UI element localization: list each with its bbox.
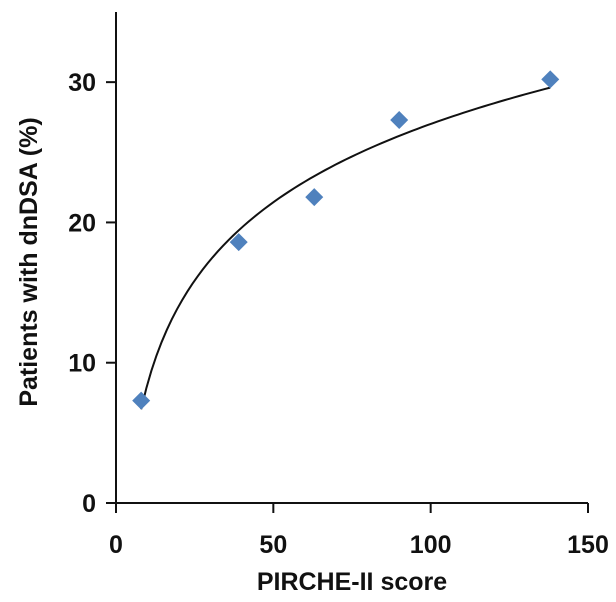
x-tick-label: 150 xyxy=(567,531,609,559)
y-tick-label: 20 xyxy=(68,209,96,237)
data-point-diamond xyxy=(541,70,560,89)
data-points xyxy=(132,70,560,410)
y-tick-label: 10 xyxy=(68,350,96,378)
x-axis-title: PIRCHE-II score xyxy=(257,568,447,596)
x-tick-label: 50 xyxy=(259,531,287,559)
data-point-diamond xyxy=(229,233,248,252)
data-point-diamond xyxy=(390,111,409,130)
data-point-diamond xyxy=(305,188,324,207)
y-tick-label: 30 xyxy=(68,69,96,97)
x-tick-label: 100 xyxy=(410,531,452,559)
x-tick-label: 0 xyxy=(109,531,123,559)
trendline xyxy=(140,86,551,410)
y-axis-title: Patients with dnDSA (%) xyxy=(15,117,43,406)
y-tick-label: 0 xyxy=(82,490,96,518)
y-axis-ticks: 0 10 20 30 xyxy=(68,69,116,518)
data-point-diamond xyxy=(132,391,151,410)
x-axis-ticks: 0 50 100 150 xyxy=(109,503,609,559)
